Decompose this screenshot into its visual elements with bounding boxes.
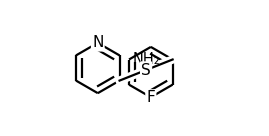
Text: F: F	[146, 90, 155, 105]
Text: N: N	[92, 35, 104, 50]
Text: NH₂: NH₂	[133, 52, 161, 67]
Text: S: S	[141, 63, 151, 78]
